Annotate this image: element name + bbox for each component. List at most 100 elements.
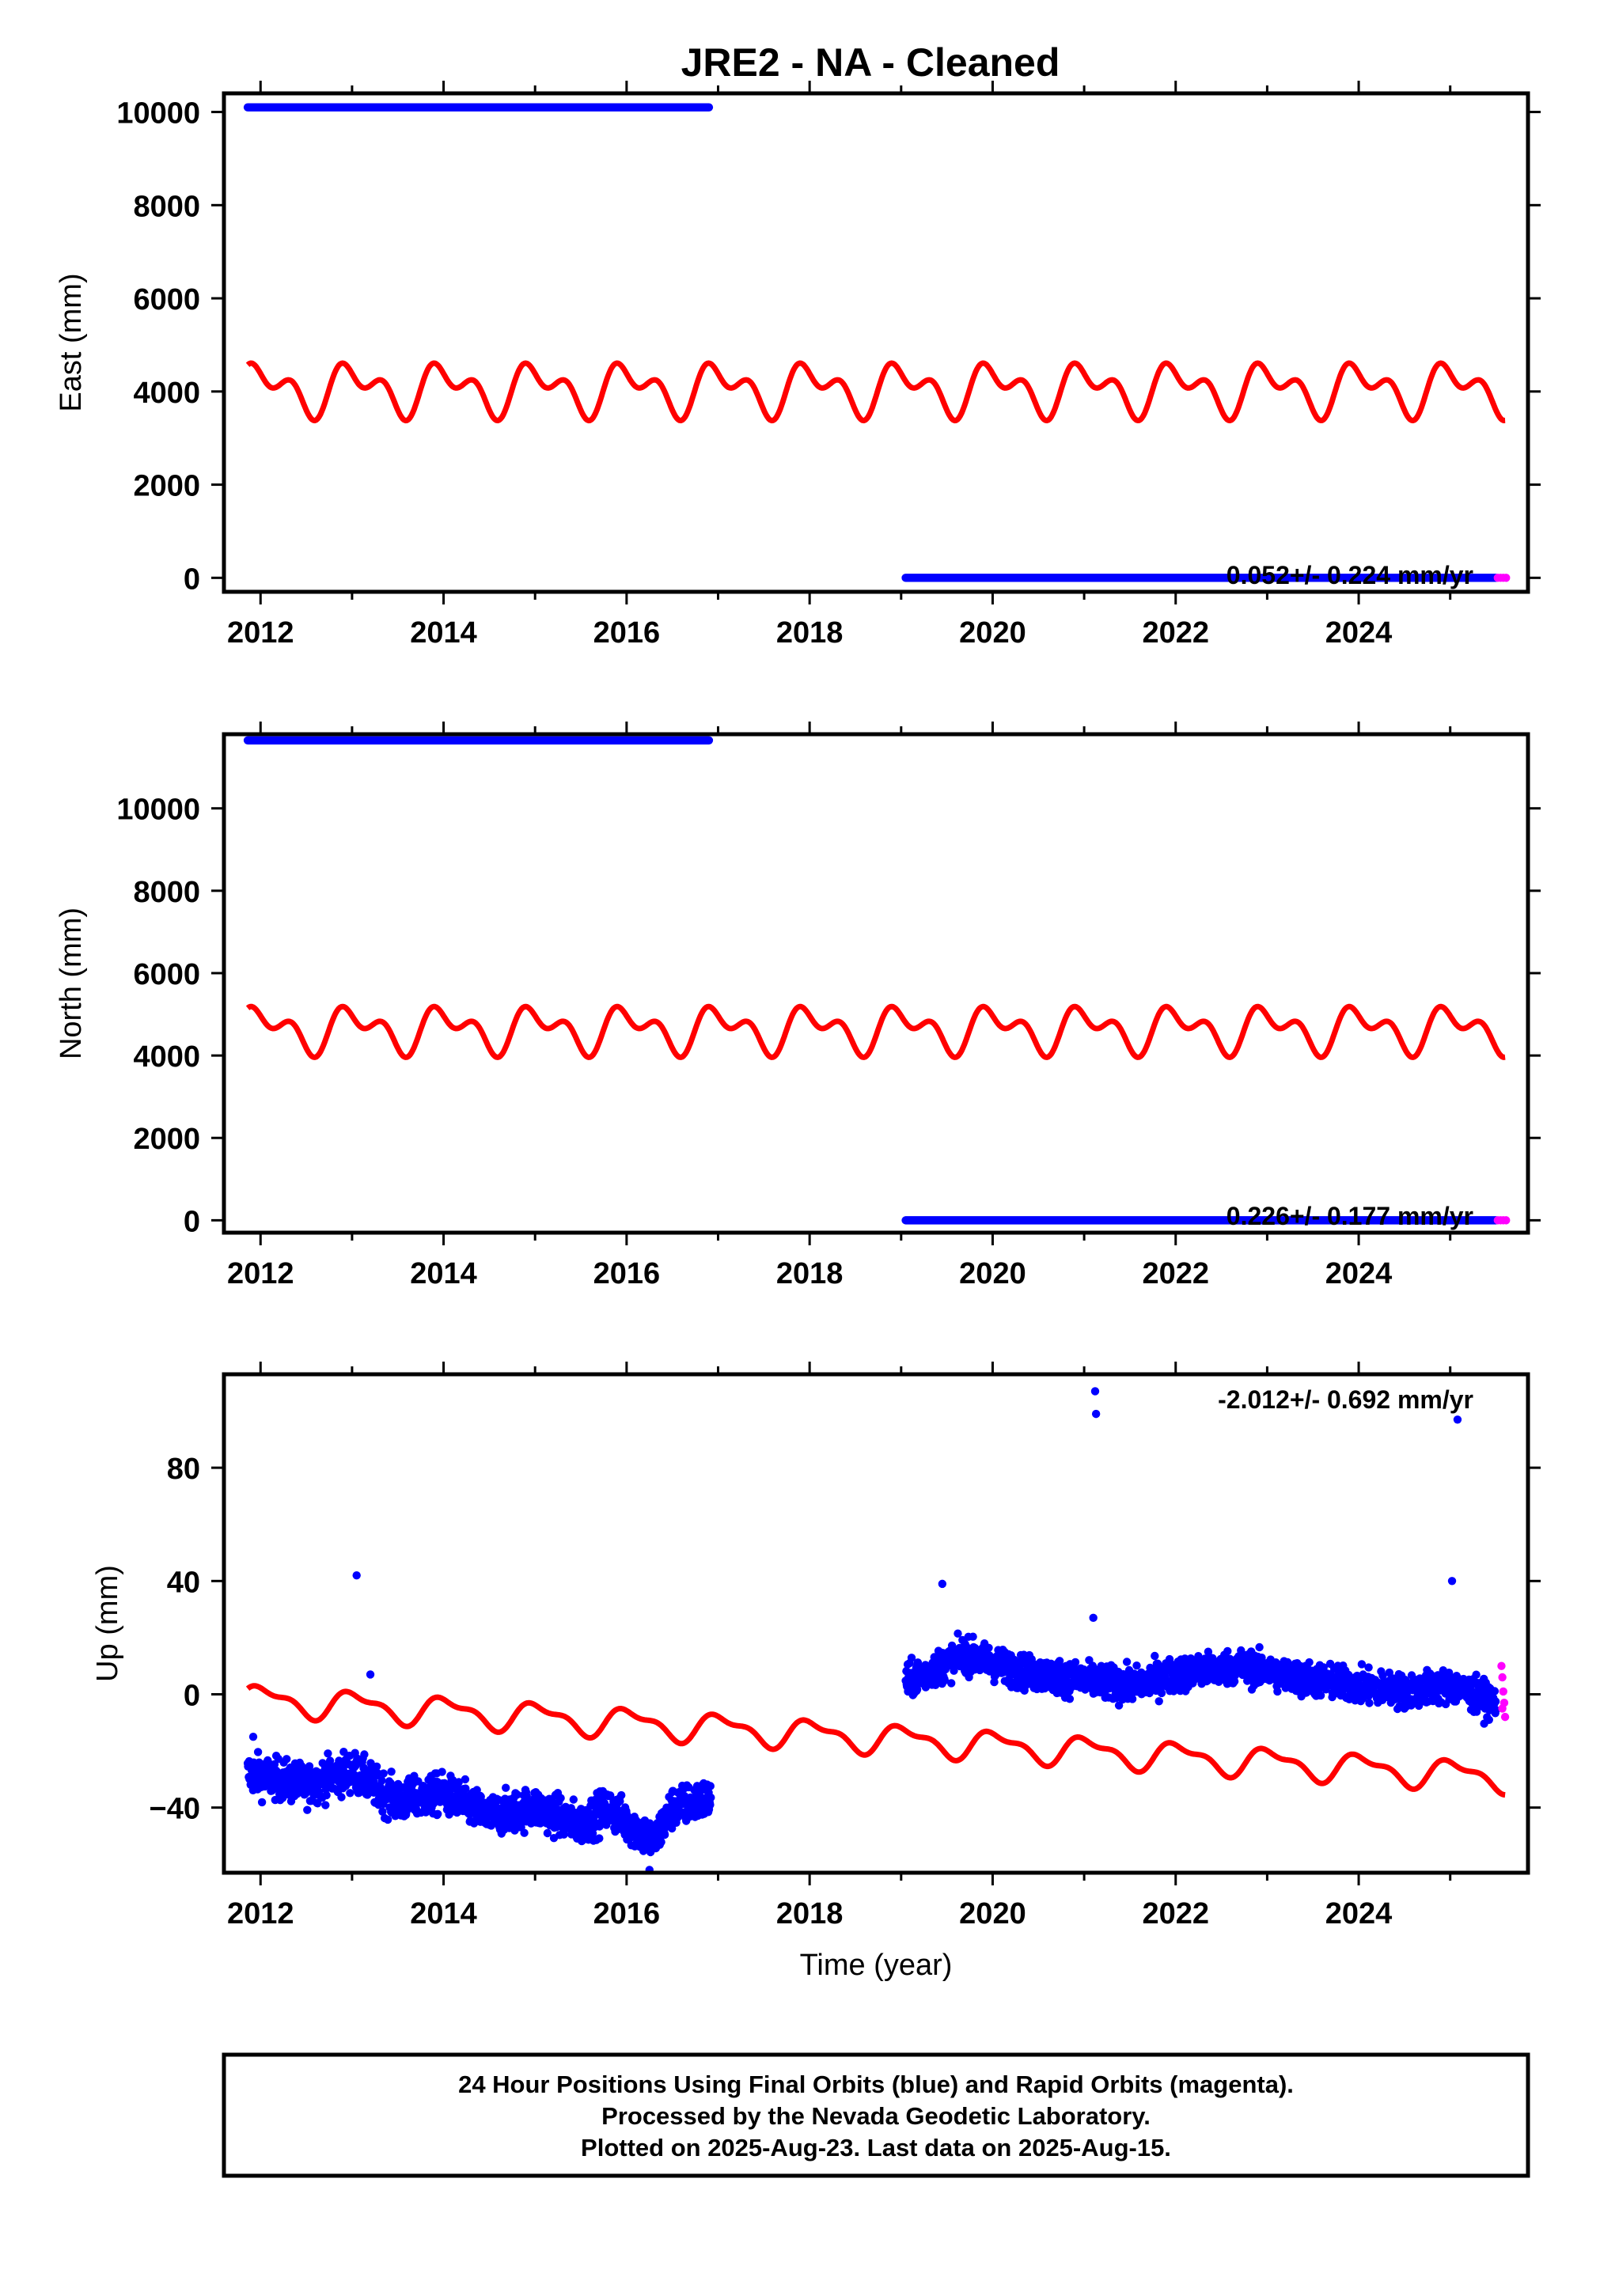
up-data-point	[1155, 1697, 1163, 1706]
east-y-tick-label: 2000	[133, 470, 200, 503]
up-y-tick-label: 0	[184, 1679, 200, 1712]
up-data-point	[950, 1666, 958, 1675]
north-x-tick-label: 2016	[593, 1257, 661, 1290]
up-outlier-point	[248, 1732, 258, 1741]
up-data-point	[1472, 1670, 1481, 1679]
up-data-point	[337, 1793, 346, 1802]
panel-up: 2012 2014 2016 2018 2020 2022 2024 −40 0 40 80 Up …	[91, 1362, 1541, 1930]
east-x-tick-label: 2024	[1325, 616, 1393, 650]
north-rate-label: 0.226+/- 0.177 mm/yr	[1227, 1202, 1473, 1230]
up-data-point	[324, 1749, 332, 1758]
east-model-line	[245, 360, 1507, 424]
up-data-point	[954, 1629, 962, 1638]
east-x-tick-label: 2016	[593, 616, 661, 650]
east-plot-area	[243, 103, 1511, 582]
panel-north-ticks: 2012 2014 2016 2018 2020 2022 2024 0 2000 4000 600…	[116, 722, 1541, 1290]
up-data-point	[1492, 1706, 1500, 1714]
north-y-tick-label: 2000	[133, 1123, 200, 1156]
up-data-point	[1151, 1651, 1159, 1661]
east-rapid-orbits-series	[1493, 574, 1511, 582]
footer-line-1: 24 Hour Positions Using Final Orbits (bl…	[458, 2071, 1294, 2098]
chart-title: JRE2 - NA - Cleaned	[681, 40, 1060, 85]
up-outlier-point	[938, 1579, 947, 1589]
up-data-point	[907, 1654, 916, 1662]
north-model-series	[245, 1003, 1507, 1060]
north-y-tick-label: 10000	[116, 794, 200, 827]
up-data-point	[595, 1822, 604, 1831]
up-data-point	[706, 1801, 715, 1809]
up-rapid-point	[1497, 1661, 1506, 1670]
up-data-point	[1065, 1695, 1075, 1703]
east-y-tick-label: 6000	[133, 283, 200, 316]
north-x-tick-label: 2018	[776, 1257, 844, 1290]
east-final-orbits-series	[243, 103, 1500, 582]
north-data-band-0	[243, 736, 714, 745]
up-data-point	[454, 1778, 463, 1786]
up-data-point	[313, 1799, 322, 1808]
up-x-tick-label: 2012	[227, 1897, 294, 1930]
up-data-point	[1186, 1654, 1196, 1663]
east-x-tick-label: 2012	[227, 616, 294, 650]
x-axis-label: Time (year)	[800, 1949, 953, 1982]
panel-up-frame	[222, 1372, 1530, 1875]
up-data-point	[502, 1783, 510, 1792]
up-axis-label: Up (mm)	[91, 1565, 124, 1682]
footer-frame	[222, 2052, 1530, 2178]
north-x-tick-label: 2014	[410, 1257, 477, 1290]
up-rapid-point	[1498, 1704, 1507, 1713]
up-data-point	[668, 1824, 677, 1833]
east-x-tick-label: 2020	[959, 616, 1026, 650]
up-data-point	[1122, 1658, 1132, 1666]
up-data-point	[438, 1767, 446, 1776]
up-data-point	[543, 1828, 552, 1838]
up-data-point	[940, 1676, 950, 1685]
up-data-point	[706, 1782, 715, 1790]
up-data-point	[1357, 1660, 1367, 1669]
up-x-tick-label: 2022	[1142, 1897, 1209, 1930]
north-y-tick-label: 8000	[133, 876, 200, 909]
up-data-point	[1319, 1663, 1329, 1672]
up-rapid-orbits-series	[1497, 1661, 1510, 1722]
north-model-line	[245, 1003, 1507, 1060]
up-outlier-point	[1447, 1577, 1457, 1586]
up-data-point	[387, 1767, 396, 1776]
up-data-point	[253, 1748, 263, 1756]
up-model-line	[245, 1683, 1507, 1798]
east-data-band-1	[901, 574, 1500, 582]
up-data-point	[257, 1798, 267, 1807]
north-final-orbits-series	[243, 736, 1500, 1225]
up-data-point	[321, 1801, 330, 1809]
footer-line-3: Plotted on 2025-Aug-23. Last data on 202…	[581, 2134, 1171, 2161]
up-data-point	[947, 1679, 956, 1688]
up-x-tick-label: 2018	[776, 1897, 844, 1930]
up-data-point	[657, 1838, 665, 1847]
up-data-point	[1491, 1697, 1500, 1706]
up-data-point	[606, 1791, 615, 1800]
panel-east-frame	[222, 91, 1530, 594]
up-data-point	[1132, 1661, 1141, 1670]
up-x-tick-label: 2024	[1325, 1897, 1393, 1930]
north-y-tick-label: 0	[184, 1205, 200, 1238]
up-data-point	[520, 1828, 529, 1837]
up-data-point	[322, 1790, 331, 1800]
up-data-point	[595, 1834, 604, 1843]
up-x-tick-label: 2020	[959, 1897, 1026, 1930]
east-y-tick-label: 10000	[116, 97, 200, 131]
north-plot-area	[243, 736, 1511, 1225]
east-model-series	[245, 360, 1507, 424]
panel-up-marks	[243, 1387, 1510, 1873]
up-data-point	[383, 1815, 392, 1824]
up-outlier-point	[352, 1570, 361, 1580]
panel-up-ticks: 2012 2014 2016 2018 2020 2022 2024 −40 0 40 80	[150, 1362, 1541, 1930]
panel-east-marks	[243, 103, 1511, 582]
up-rapid-point	[1500, 1712, 1510, 1722]
up-data-point	[360, 1750, 369, 1759]
panel-north: 2012 2014 2016 2018 2020 2022 2024 0 2000 4000 600…	[55, 722, 1541, 1290]
up-data-point	[969, 1632, 977, 1641]
up-data-point	[912, 1685, 922, 1694]
up-final-orbits-series	[243, 1387, 1500, 1873]
up-data-point	[1364, 1663, 1373, 1672]
up-data-point	[556, 1794, 565, 1802]
east-y-tick-label: 8000	[133, 190, 200, 223]
north-axis-label: North (mm)	[55, 907, 88, 1059]
